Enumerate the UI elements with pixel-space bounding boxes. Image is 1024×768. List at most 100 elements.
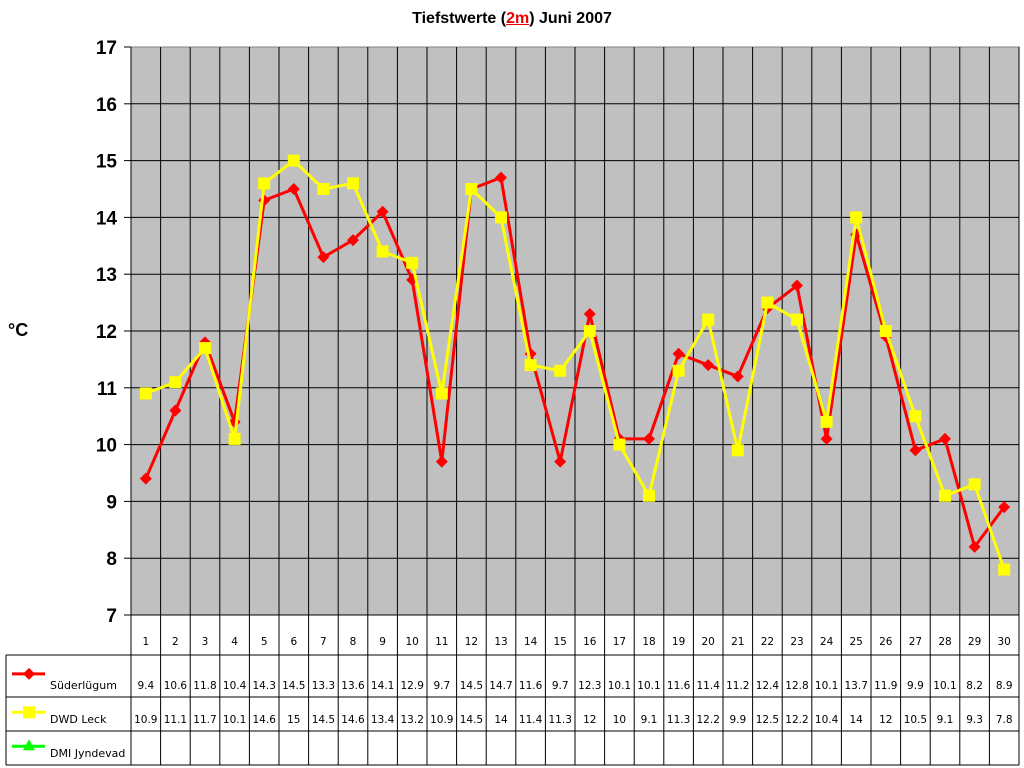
table-cell: 14 (494, 714, 508, 726)
diamond-marker (554, 455, 567, 468)
square-marker (139, 387, 152, 400)
x-category-label: 25 (850, 636, 863, 648)
x-category-label: 5 (261, 636, 268, 648)
legend-triangle-icon (23, 739, 35, 751)
square-marker (435, 387, 448, 400)
square-marker (850, 211, 863, 224)
x-category-label: 28 (938, 636, 951, 648)
square-marker (495, 211, 507, 224)
table-cell: 14.7 (489, 680, 512, 692)
x-category-label: 20 (702, 636, 715, 648)
series-dwd-leck (139, 154, 1011, 576)
table-cell: 13.7 (845, 680, 868, 692)
square-marker (672, 364, 685, 377)
diamond-marker (643, 432, 655, 445)
table-cell: 12.5 (756, 714, 779, 726)
title-prefix: Tiefstwerte ( (412, 10, 507, 27)
x-category-label: 10 (406, 636, 419, 648)
table-cell: 12.9 (401, 680, 424, 692)
table-cell: 10.4 (223, 680, 247, 692)
diamond-marker (672, 347, 685, 360)
y-tick-label: 17 (96, 38, 117, 59)
square-marker (968, 478, 981, 491)
table-cell: 13.6 (341, 680, 365, 692)
x-category-label: 8 (350, 636, 357, 648)
square-marker (524, 359, 537, 372)
table-cell: 12 (879, 714, 892, 726)
table-cell: 12.4 (756, 680, 780, 692)
title-suffix: ) Juni 2007 (529, 10, 612, 27)
y-tick-label: 10 (96, 436, 117, 457)
table-cell: 14 (850, 714, 864, 726)
table-cell: 10.1 (933, 680, 956, 692)
diamond-marker (791, 279, 803, 292)
x-category-label: 4 (231, 636, 238, 648)
table-cell: 9.7 (433, 680, 450, 692)
diamond-marker (287, 183, 300, 195)
legend-square-icon (23, 706, 35, 719)
table-cell: 15 (287, 714, 300, 726)
square-marker (820, 415, 833, 428)
square-marker (583, 325, 596, 337)
table-cell: 12.2 (785, 714, 808, 726)
table-cell: 14.5 (312, 714, 335, 726)
x-category-label: 17 (613, 636, 626, 648)
square-marker (406, 256, 419, 269)
x-category-label: 6 (290, 636, 297, 648)
diamond-marker (909, 444, 922, 457)
square-marker (998, 563, 1011, 576)
diamond-marker (317, 251, 330, 264)
x-category-label: 16 (583, 636, 597, 648)
table-cell: 10.4 (815, 714, 839, 726)
table-cell: 11.3 (667, 714, 690, 726)
square-marker (465, 183, 478, 195)
x-category-label: 11 (435, 636, 448, 648)
table-cell: 13.3 (312, 680, 335, 692)
chart-title: Tiefstwerte (2m) Juni 2007 (0, 10, 1024, 28)
table-cell: 13.4 (371, 714, 395, 726)
x-category-label: 23 (790, 636, 803, 648)
table-cell: 9.9 (729, 714, 746, 726)
legend-label: DWD Leck (50, 713, 107, 726)
table-cell: 14.5 (460, 714, 483, 726)
table-cell: 10.9 (430, 714, 453, 726)
table-cell: 11.6 (519, 680, 543, 692)
diamond-marker (495, 171, 507, 184)
diamond-marker (583, 307, 596, 320)
y-tick-label: 7 (106, 606, 117, 627)
square-marker (702, 313, 715, 326)
x-category-label: 29 (968, 636, 981, 648)
y-tick-label: 11 (97, 379, 118, 400)
diamond-marker (169, 404, 182, 417)
table-cell: 9.4 (137, 680, 154, 692)
table-cell: 11.8 (193, 680, 216, 692)
legend-label: Süderlügum (50, 679, 117, 692)
diamond-marker (139, 472, 152, 485)
y-tick-label: 8 (106, 549, 117, 570)
table-cell: 14.3 (253, 680, 276, 692)
square-marker (791, 313, 803, 326)
series-line (144, 176, 1006, 549)
x-category-label: 24 (820, 636, 834, 648)
square-marker (909, 410, 922, 423)
table-cell: 12.2 (697, 714, 720, 726)
y-tick-label: 16 (96, 95, 117, 116)
legend-label: DMI Jyndevad (50, 747, 125, 760)
square-marker (287, 154, 300, 167)
x-category-label: 21 (731, 636, 744, 648)
x-category-label: 13 (494, 636, 507, 648)
x-category-label: 15 (554, 636, 567, 648)
y-axis-label: °C (8, 320, 29, 340)
table-cell: 12.3 (578, 680, 601, 692)
y-tick-label: 13 (96, 265, 117, 286)
diamond-marker (435, 455, 448, 468)
table-cell: 14.6 (253, 714, 277, 726)
table-cell: 9.1 (641, 714, 658, 726)
table-cell: 8.2 (966, 680, 983, 692)
table-cell: 14.1 (371, 680, 394, 692)
diamond-marker (347, 234, 359, 247)
diamond-marker (939, 432, 951, 445)
table-cell: 12.8 (785, 680, 808, 692)
y-tick-label: 15 (96, 152, 118, 173)
